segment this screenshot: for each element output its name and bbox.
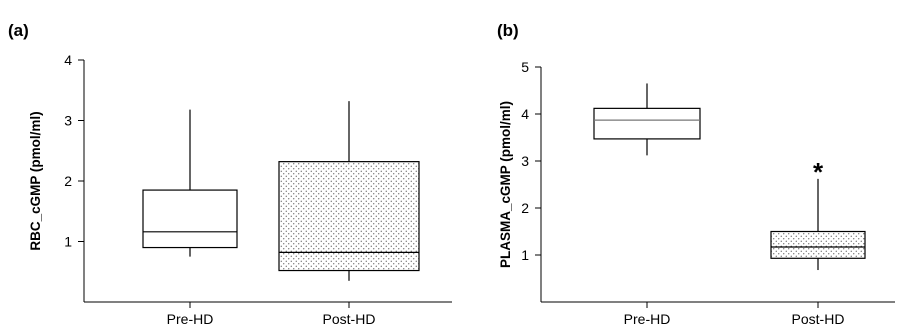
panel-label: (a) bbox=[8, 21, 29, 40]
panel-b: (b) 1 2 3 4 5 PLASMA_cGMP (pmol/ml) Pre-HD Post-… bbox=[497, 21, 895, 327]
x-category-label: Post-HD bbox=[792, 311, 845, 327]
x-category-label: Pre-HD bbox=[624, 311, 671, 327]
box-body bbox=[593, 107, 701, 140]
y-tick-label: 4 bbox=[521, 106, 529, 122]
y-tick-label: 1 bbox=[64, 234, 72, 250]
box-body bbox=[278, 161, 420, 272]
panel-label: (b) bbox=[497, 21, 519, 40]
box-post-hd bbox=[278, 101, 420, 281]
y-tick-label: 4 bbox=[64, 52, 72, 68]
box-pre-hd bbox=[142, 109, 238, 257]
box-post-hd bbox=[770, 178, 866, 271]
y-axis-title: RBC_cGMP (pmol/ml) bbox=[28, 111, 43, 250]
box-body bbox=[142, 189, 238, 249]
x-category-label: Post-HD bbox=[323, 311, 376, 327]
x-category-label: Pre-HD bbox=[167, 311, 214, 327]
y-axis-title: PLASMA_cGMP (pmol/ml) bbox=[498, 101, 513, 268]
y-tick-label: 2 bbox=[521, 200, 529, 216]
y-tick-label: 1 bbox=[521, 247, 529, 263]
significance-marker: * bbox=[813, 157, 824, 187]
y-tick-label: 2 bbox=[64, 173, 72, 189]
y-tick-label: 3 bbox=[64, 113, 72, 129]
y-tick-label: 3 bbox=[521, 153, 529, 169]
box-body bbox=[770, 230, 866, 259]
y-tick-label: 5 bbox=[521, 59, 529, 75]
panel-a: (a) 1 2 3 4 RBC_cGMP (pmol/ml) Pre-HD Post-HD bbox=[8, 21, 452, 327]
box-pre-hd bbox=[593, 83, 701, 156]
